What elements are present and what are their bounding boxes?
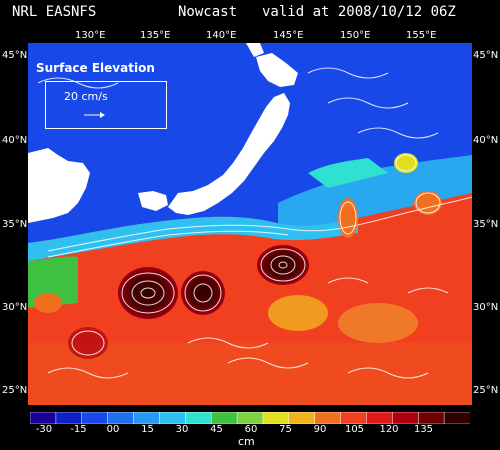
colorbar-tick-label: 00 [106,424,120,435]
lon-label: 130°E [75,30,106,41]
colorbar-swatch [288,412,316,424]
colorbar-swatch [81,412,109,424]
warm-eddy [338,198,358,238]
colorbar [30,412,470,424]
land-korea [28,148,90,223]
lat-label-right: 45°N [473,50,499,61]
land-kyushu [138,191,168,211]
lon-label: 145°E [273,30,304,41]
model-name: NRL EASNFS [12,4,97,20]
lon-label: 150°E [340,30,371,41]
colorbar-swatch [262,412,290,424]
colorbar-swatch [340,412,368,424]
colorbar-tick-label: -30 [35,424,53,435]
colorbar-swatch [314,412,342,424]
colorbar-swatch [392,412,419,424]
colorbar-swatch [366,412,394,424]
lat-label-left: 40°N [2,135,28,146]
colorbar-tick-label: 75 [279,424,292,435]
header: NRL EASNFS Nowcast valid at 2008/10/12 0… [0,0,500,26]
lat-label-left: 35°N [2,219,28,230]
lon-label: 155°E [406,30,437,41]
lat-label-right: 30°N [473,302,499,313]
land-japan [168,93,290,215]
colorbar-swatch [55,412,83,424]
colorbar-swatch [443,412,470,424]
warm-core-eddy [181,271,225,315]
current-vectors [37,67,472,379]
colorbar-tick-label: -15 [70,424,87,435]
warm-eddy [394,153,418,173]
lat-label-right: 35°N [473,219,499,230]
colorbar-swatch [159,412,187,424]
colorbar-tick-label: 60 [244,424,258,435]
colorbar-tick-label: 90 [313,424,327,435]
colorbar-swatch [30,412,57,424]
colorbar-swatch [417,412,445,424]
colorbar-tick-label: 30 [175,424,189,435]
lat-label-left: 30°N [2,302,28,313]
colorbar-swatch [107,412,135,424]
warm-eddy [414,191,442,215]
product-type: Nowcast [178,4,238,20]
colorbar-tick-label: 120 [379,424,399,435]
legend-panel: Surface Elevation [24,49,174,131]
colorbar-tick-label: 135 [413,424,434,435]
lat-label-left: 25°N [2,385,28,396]
warm-core-eddy [257,245,309,285]
colorbar-tick-label: 15 [141,424,154,435]
colorbar-swatch [185,412,212,424]
lon-label: 140°E [206,30,237,41]
field-title: Surface Elevation [36,61,155,75]
lat-label-left: 45°N [2,50,28,61]
colorbar-tick-label: 105 [344,424,365,435]
land-hokkaido [256,53,298,87]
colorbar-unit: cm [238,435,255,448]
colorbar-swatch [210,412,238,424]
colorbar-swatch [133,412,161,424]
lon-label: 135°E [140,30,171,41]
reference-arrow-icon [84,112,105,118]
valid-time: valid at 2008/10/12 06Z [262,4,456,20]
lat-label-right: 25°N [473,385,499,396]
reference-vector-box: 20 cm/s [45,81,167,129]
sea-surface-elevation-map [28,43,472,405]
reference-vector-label: 20 cm/s [64,90,108,103]
colorbar-tick-label: 45 [210,424,223,435]
colorbar-swatch [236,412,264,424]
warm-core-eddy [118,267,178,319]
lat-label-right: 40°N [473,135,499,146]
